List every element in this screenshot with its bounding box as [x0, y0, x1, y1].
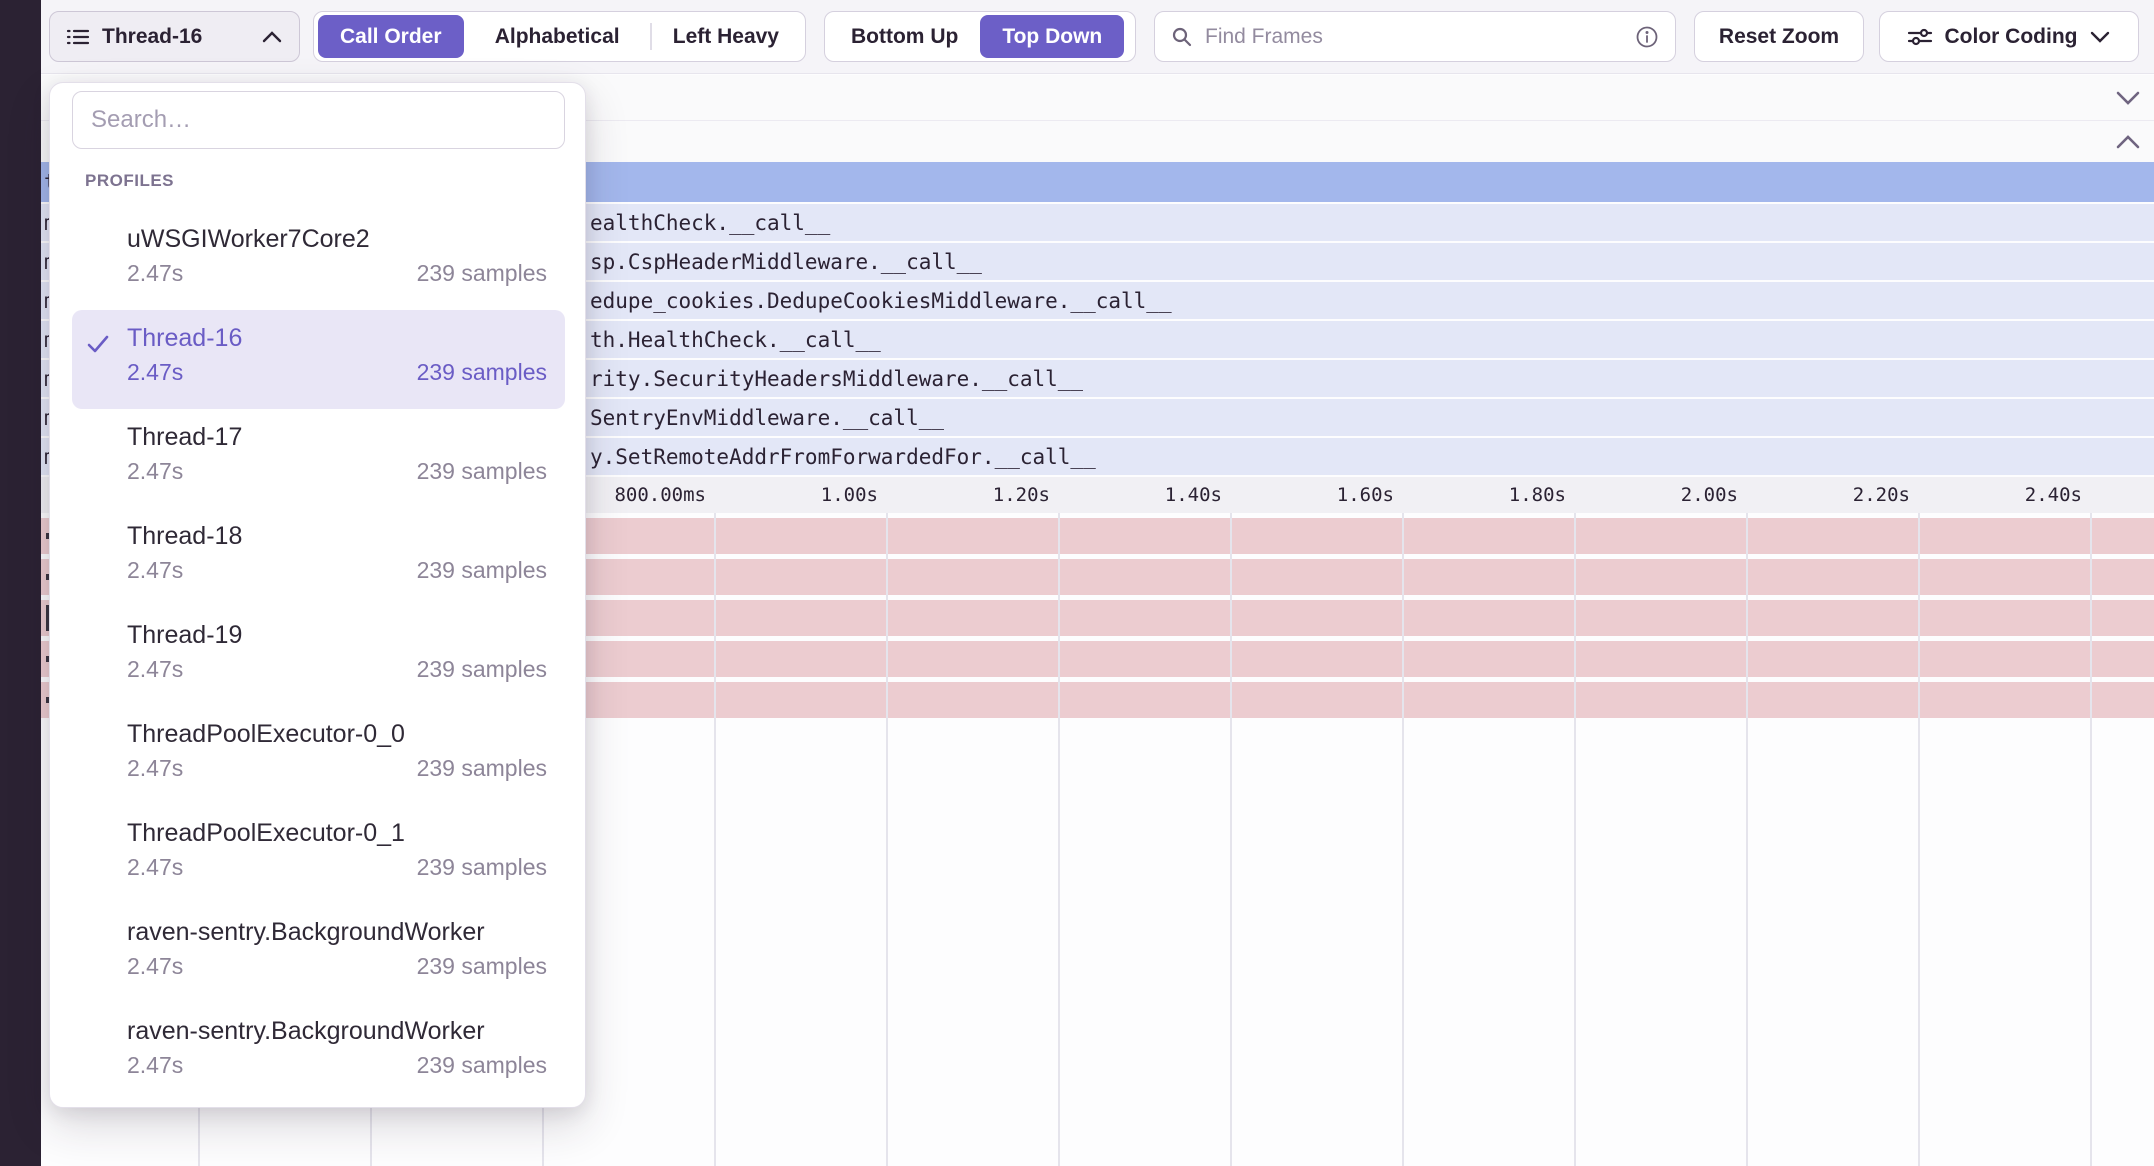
direction-button[interactable]: Top Down — [980, 15, 1124, 58]
collapse-panel-chevron-up-icon[interactable] — [2114, 134, 2142, 150]
view-mode-group: Call OrderAlphabeticalLeft Heavy — [313, 11, 806, 62]
profile-duration: 2.47s — [127, 854, 183, 880]
profile-samples: 239 samples — [417, 359, 547, 385]
profile-samples: 239 samples — [417, 557, 547, 583]
profile-duration: 2.47s — [127, 755, 183, 781]
view-mode-button[interactable]: Alphabetical — [473, 15, 642, 58]
direction-button[interactable]: Bottom Up — [829, 15, 980, 58]
thread-selector-button[interactable]: Thread-16 — [49, 11, 300, 62]
toolbar: Thread-16 Call OrderAlphabeticalLeft Hea… — [41, 0, 2154, 74]
expand-panel-chevron-down-icon[interactable] — [2114, 90, 2142, 106]
profile-name: ThreadPoolExecutor-0_0 — [127, 719, 547, 749]
time-tick-label: 800.00ms — [614, 484, 706, 506]
time-tick-label: 2.20s — [1853, 484, 1910, 506]
time-tick-label: 2.00s — [1681, 484, 1738, 506]
color-coding-label: Color Coding — [1945, 25, 2078, 49]
profile-duration: 2.47s — [127, 1052, 183, 1078]
profile-duration: 2.47s — [127, 656, 183, 682]
reset-zoom-button[interactable]: Reset Zoom — [1694, 11, 1864, 62]
profile-list-item[interactable]: Thread-19 2.47s 239 samples — [72, 607, 565, 706]
frame-row-text: ealthCheck.__call__ — [590, 211, 830, 235]
profile-name: Thread-18 — [127, 521, 547, 551]
thread-dropdown: PROFILES uWSGIWorker7Core2 2.47s 239 sam… — [49, 82, 586, 1108]
profile-name: Thread-19 — [127, 620, 547, 650]
time-tick-label: 1.40s — [1165, 484, 1222, 506]
view-mode-button[interactable]: Left Heavy — [651, 15, 801, 58]
profile-samples: 239 samples — [417, 458, 547, 484]
profile-samples: 239 samples — [417, 755, 547, 781]
profile-name: uWSGIWorker7Core2 — [127, 224, 547, 254]
profile-list-item[interactable]: uWSGIWorker7Core2 2.47s 239 samples — [72, 211, 565, 310]
profile-list-item[interactable]: Thread-17 2.47s 239 samples — [72, 409, 565, 508]
left-sidebar-strip — [0, 0, 41, 1166]
sliders-icon — [1907, 28, 1933, 46]
profile-samples: 239 samples — [417, 1052, 547, 1078]
find-frames-box — [1154, 11, 1676, 62]
profile-duration: 2.47s — [127, 260, 183, 286]
profile-duration: 2.47s — [127, 953, 183, 979]
chevron-down-icon — [2089, 30, 2111, 44]
thread-selector-label: Thread-16 — [102, 25, 249, 49]
chevron-up-icon — [261, 30, 283, 44]
time-tick-label: 1.80s — [1509, 484, 1566, 506]
frame-row-text: edupe_cookies.DedupeCookiesMiddleware.__… — [590, 289, 1172, 313]
profiles-section-label: PROFILES — [85, 171, 174, 191]
find-frames-input[interactable] — [1203, 24, 1625, 50]
checkmark-icon — [85, 331, 111, 357]
profile-name: Thread-17 — [127, 422, 547, 452]
profile-duration: 2.47s — [127, 458, 183, 484]
profile-name: raven-sentry.BackgroundWorker — [127, 1016, 547, 1046]
flamechart-content: Thread-16 Call OrderAlphabeticalLeft Hea… — [41, 0, 2154, 1166]
profile-list-item[interactable]: raven-sentry.BackgroundWorker 2.47s 239 … — [72, 1003, 565, 1102]
color-coding-button[interactable]: Color Coding — [1879, 11, 2139, 62]
frame-row-text: rity.SecurityHeadersMiddleware.__call__ — [590, 367, 1083, 391]
list-icon — [66, 26, 90, 48]
dropdown-search-input[interactable] — [72, 91, 565, 149]
profile-name: ThreadPoolExecutor-0_1 — [127, 818, 547, 848]
profile-name: Thread-16 — [127, 323, 547, 353]
profile-name: raven-sentry.BackgroundWorker — [127, 917, 547, 947]
time-tick-label: 1.20s — [993, 484, 1050, 506]
profile-samples: 239 samples — [417, 656, 547, 682]
direction-group: Bottom UpTop Down — [824, 11, 1136, 62]
frame-row-text: SentryEnvMiddleware.__call__ — [590, 406, 944, 430]
profile-list-item[interactable]: raven-sentry.BackgroundWorker 2.47s 239 … — [72, 904, 565, 1003]
info-icon[interactable] — [1635, 25, 1659, 49]
time-tick-label: 1.00s — [821, 484, 878, 506]
search-icon — [1171, 26, 1193, 48]
time-tick-label: 2.40s — [2025, 484, 2082, 506]
profile-list-item[interactable]: Thread-18 2.47s 239 samples — [72, 508, 565, 607]
view-mode-button[interactable]: Call Order — [318, 15, 464, 58]
profile-samples: 239 samples — [417, 260, 547, 286]
profile-duration: 2.47s — [127, 359, 183, 385]
profile-list: uWSGIWorker7Core2 2.47s 239 samples Thre… — [72, 211, 565, 1102]
profile-list-item[interactable]: Thread-16 2.47s 239 samples — [72, 310, 565, 409]
profile-samples: 239 samples — [417, 953, 547, 979]
profile-duration: 2.47s — [127, 557, 183, 583]
profiling-flamechart-app: Thread-16 Call OrderAlphabeticalLeft Hea… — [0, 0, 2154, 1166]
time-tick-label: 1.60s — [1337, 484, 1394, 506]
profile-list-item[interactable]: ThreadPoolExecutor-0_0 2.47s 239 samples — [72, 706, 565, 805]
frame-row-text: sp.CspHeaderMiddleware.__call__ — [590, 250, 982, 274]
frame-row-text: th.HealthCheck.__call__ — [590, 328, 881, 352]
profile-samples: 239 samples — [417, 854, 547, 880]
profile-list-item[interactable]: ThreadPoolExecutor-0_1 2.47s 239 samples — [72, 805, 565, 904]
frame-row-text: y.SetRemoteAddrFromForwardedFor.__call__ — [590, 445, 1096, 469]
